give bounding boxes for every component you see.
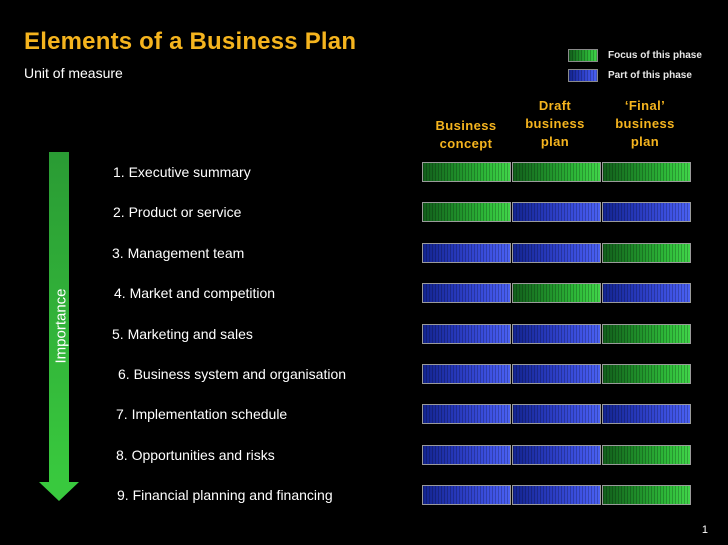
element-label: 8. Opportunities and risks [116, 446, 275, 463]
part-phase-bar [602, 404, 691, 425]
element-label: 6. Business system and organisation [118, 366, 347, 382]
part-phase-bar [512, 444, 601, 465]
legend-part: Part of this phase [568, 68, 692, 82]
element-label: 1. Executive summary [113, 164, 251, 180]
legend-part-label: Part of this phase [608, 69, 692, 81]
element-label: 5. Marketing and sales [112, 325, 253, 342]
part-phase-bar [512, 485, 601, 506]
focus-phase-bar [602, 242, 691, 263]
phase-header: Draft business plan [525, 98, 585, 149]
part-phase-bar [422, 283, 511, 304]
focus-phase-bar [422, 202, 511, 223]
phase-header: ‘Final’ business plan [615, 98, 675, 149]
focus-phase-bar [512, 162, 601, 182]
focus-phase-bar [602, 323, 691, 344]
legend-focus: Focus of this phase [568, 48, 702, 62]
part-phase-bar [512, 242, 601, 263]
part-phase-bar [422, 404, 511, 425]
part-phase-bar [512, 404, 601, 425]
phase-header: Business concept [435, 118, 497, 151]
part-phase-bar [422, 485, 511, 506]
part-phase-bar [422, 364, 511, 384]
part-phase-bar [422, 242, 511, 263]
part-phase-bar [512, 323, 601, 344]
focus-phase-bar [602, 364, 691, 384]
part-phase-bar [422, 323, 511, 344]
slide-title: Elements of a Business Plan [24, 28, 357, 55]
focus-phase-bar [602, 444, 691, 465]
element-label: 2. Product or service [113, 204, 242, 221]
focus-phase-bar [512, 283, 601, 304]
page-number: 1 [701, 524, 708, 536]
importance-arrow-icon [39, 152, 79, 501]
part-phase-bar [512, 364, 601, 384]
part-phase-bar [602, 202, 691, 223]
part-phase-bar [602, 283, 691, 304]
element-label: 3. Management team [112, 244, 245, 261]
legend-focus-label: Focus of this phase [608, 49, 702, 61]
part-phase-bar [512, 202, 601, 223]
focus-phase-bar [422, 162, 511, 182]
element-label: 9. Financial planning and financing [117, 487, 333, 504]
importance-axis-label: Importance [52, 288, 70, 364]
legend-focus-swatch [568, 48, 598, 62]
focus-phase-bar [602, 485, 691, 506]
part-phase-bar [422, 444, 511, 465]
legend-part-swatch [568, 68, 598, 82]
element-label: 4. Market and competition [114, 285, 276, 302]
focus-phase-bar [602, 162, 691, 182]
element-label: 7. Implementation schedule [116, 406, 288, 423]
slide-subtitle: Unit of measure [24, 65, 123, 81]
